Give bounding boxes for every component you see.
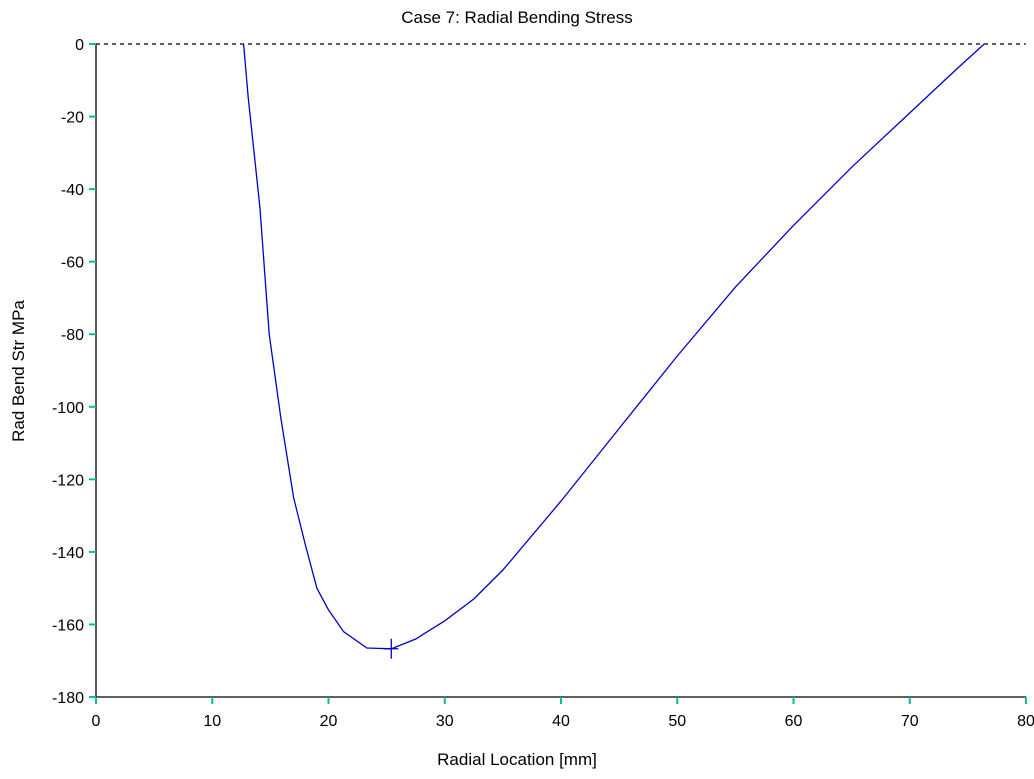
y-tick-label: -20	[61, 110, 84, 127]
y-tick-label: -140	[52, 545, 84, 562]
x-tick-label: 10	[203, 713, 221, 730]
x-tick-label: 30	[436, 713, 454, 730]
y-tick-label: -120	[52, 472, 84, 489]
series-line	[242, 43, 985, 650]
x-tick-label: 80	[1017, 713, 1034, 730]
y-tick-label: -100	[52, 400, 84, 417]
x-tick-label: 50	[668, 713, 686, 730]
x-tick-label: 20	[320, 713, 338, 730]
x-axis-label: Radial Location [mm]	[437, 750, 597, 769]
x-tick-label: 40	[552, 713, 570, 730]
y-tick-label: -40	[61, 182, 84, 199]
x-tick-label: 60	[785, 713, 803, 730]
y-tick-label: -160	[52, 617, 84, 634]
chart-title: Case 7: Radial Bending Stress	[401, 8, 633, 27]
x-tick-label: 0	[92, 713, 101, 730]
x-tick-label: 70	[901, 713, 919, 730]
y-tick-label: -80	[61, 327, 84, 344]
y-tick-label: 0	[75, 37, 84, 54]
y-tick-label: -60	[61, 255, 84, 272]
y-tick-label: -180	[52, 690, 84, 707]
